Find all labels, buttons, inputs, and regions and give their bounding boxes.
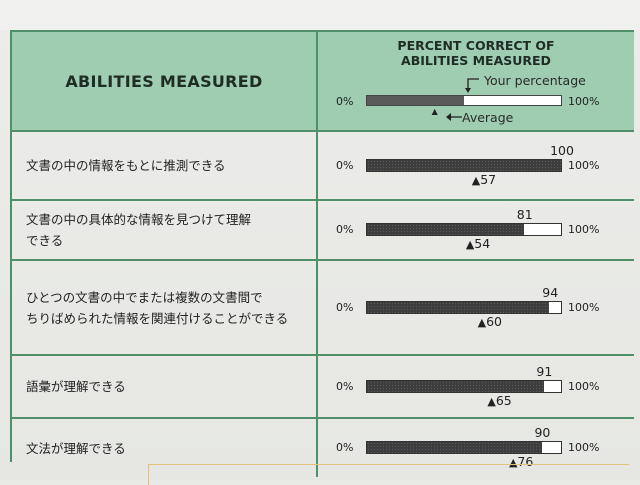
average-value: 54 [474,236,491,251]
percent-heading-line2: ABILITIES MEASURED [401,53,551,68]
average-marker-icon: ▲ [431,107,438,116]
bottom-box-edge [148,464,629,485]
ability-label-line1: ひとつの文書の中でまたは複数の文書間で [26,289,263,305]
ability-label-line2: できる [26,233,64,248]
max-label: 100% [568,441,600,454]
top-band [0,0,640,30]
percent-heading-line1: PERCENT CORRECT OF [397,38,555,53]
score-bar [366,159,562,172]
your-percentage-value: 91 [536,364,553,379]
ability-row: 語彙が理解できる 0% 100% 91 ▲65 [12,354,634,417]
score-bar-fill [367,160,561,171]
ability-row: 文法が理解できる 0% 100% 90 ▲76 [12,417,634,477]
average-marker: ▲57 [472,172,496,187]
ability-label-line1: 文法が理解できる [26,440,126,456]
average-label: Average [462,110,514,125]
average-value: 60 [486,314,502,329]
ability-label: 文法が理解できる [26,438,126,459]
average-value: 57 [480,172,497,187]
ability-label: 文書の中の具体的な情報を見つけて理解 できる [26,209,251,251]
score-cell: 0% 100% 100 ▲57 [318,132,634,199]
score-bar-fill [367,381,544,392]
average-arrow-icon [446,113,462,121]
score-cell: 0% 100% 81 ▲54 [318,201,634,259]
max-label: 100% [568,380,600,393]
min-label: 0% [336,441,354,454]
score-bar-fill [367,442,542,453]
legend-bar [366,95,562,106]
max-label: 100% [568,223,600,236]
score-bar-fill [367,224,525,235]
score-cell: 0% 100% 94 ▲60 [318,261,634,354]
min-label: 0% [336,159,354,172]
ability-label-line1: 語彙が理解できる [26,379,126,394]
ability-label: 語彙が理解できる [26,376,126,397]
ability-label-cell: 語彙が理解できる [12,356,318,417]
average-triangle-icon: ▲ [487,395,496,408]
average-triangle-icon: ▲ [477,316,487,329]
ability-row: ひとつの文書の中でまたは複数の文書間でちりばめられた情報を関連付けることができる… [12,259,634,354]
min-label: 0% [336,380,354,393]
average-value: 76 [517,454,534,469]
ability-label-line2: ちりばめられた情報を関連付けることができる [26,310,289,326]
score-cell: 0% 100% 90 ▲76 [318,419,634,477]
score-bar [366,441,562,454]
score-bar-fill [367,302,550,313]
abilities-measured-heading: ABILITIES MEASURED [65,71,263,91]
average-marker: ▲60 [478,314,502,329]
ability-label-cell: ひとつの文書の中でまたは複数の文書間でちりばめられた情報を関連付けることができる [12,261,318,354]
average-value: 65 [495,393,512,408]
average-marker: ▲76 [509,454,533,469]
legend-min-label: 0% [336,95,354,108]
percent-header-cell: PERCENT CORRECT OF ABILITIES MEASURED Yo… [318,32,634,130]
min-label: 0% [336,301,354,314]
your-percentage-label: Your percentage [484,73,586,88]
legend-bar-fill [367,96,464,105]
score-bar [366,301,562,314]
abilities-header-cell: ABILITIES MEASURED [12,32,318,130]
max-label: 100% [568,159,600,172]
ability-label-cell: 文書の中の具体的な情報を見つけて理解 できる [12,201,318,259]
average-marker: ▲65 [487,393,511,408]
legend-max-label: 100% [568,95,600,108]
min-label: 0% [336,223,354,236]
your-percentage-value: 100 [550,143,574,158]
ability-label-line1: 文書の中の情報をもとに推測できる [26,158,226,173]
average-triangle-icon: ▲ [471,174,481,187]
average-triangle-icon: ▲ [508,456,518,469]
average-triangle-icon: ▲ [465,238,475,251]
your-percentage-value: 90 [534,425,551,440]
your-percentage-arrow-icon [465,78,479,93]
score-bar [366,223,562,236]
score-bar [366,380,562,393]
ability-label: ひとつの文書の中でまたは複数の文書間でちりばめられた情報を関連付けることができる [26,287,288,329]
percent-correct-heading: PERCENT CORRECT OF ABILITIES MEASURED [318,38,634,68]
table-header: ABILITIES MEASURED PERCENT CORRECT OF AB… [12,32,634,130]
ability-label-cell: 文法が理解できる [12,419,318,477]
ability-row: 文書の中の情報をもとに推測できる 0% 100% 100 ▲57 [12,130,634,199]
ability-row: 文書の中の具体的な情報を見つけて理解 できる 0% 100% 81 ▲54 [12,199,634,259]
ability-label: 文書の中の情報をもとに推測できる [26,155,226,176]
ability-label-cell: 文書の中の情報をもとに推測できる [12,132,318,199]
average-marker: ▲54 [466,236,490,251]
max-label: 100% [568,301,600,314]
your-percentage-value: 94 [542,285,559,300]
score-cell: 0% 100% 91 ▲65 [318,356,634,417]
abilities-table: ABILITIES MEASURED PERCENT CORRECT OF AB… [10,30,634,477]
your-percentage-value: 81 [516,207,533,222]
ability-label-line1: 文書の中の具体的な情報を見つけて理解 [26,212,252,227]
